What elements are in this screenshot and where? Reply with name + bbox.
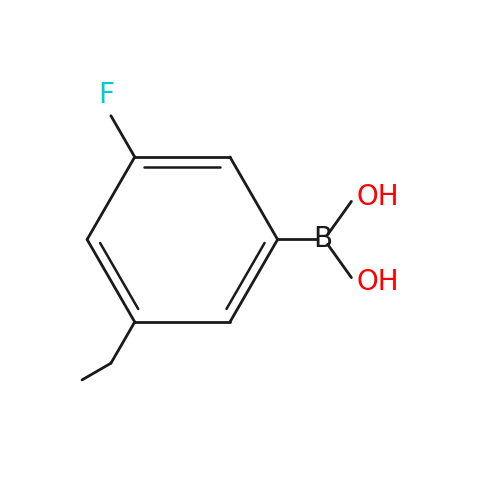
Text: OH: OH — [356, 268, 399, 297]
Text: OH: OH — [356, 182, 399, 211]
Text: F: F — [98, 80, 114, 109]
Text: B: B — [313, 226, 332, 253]
